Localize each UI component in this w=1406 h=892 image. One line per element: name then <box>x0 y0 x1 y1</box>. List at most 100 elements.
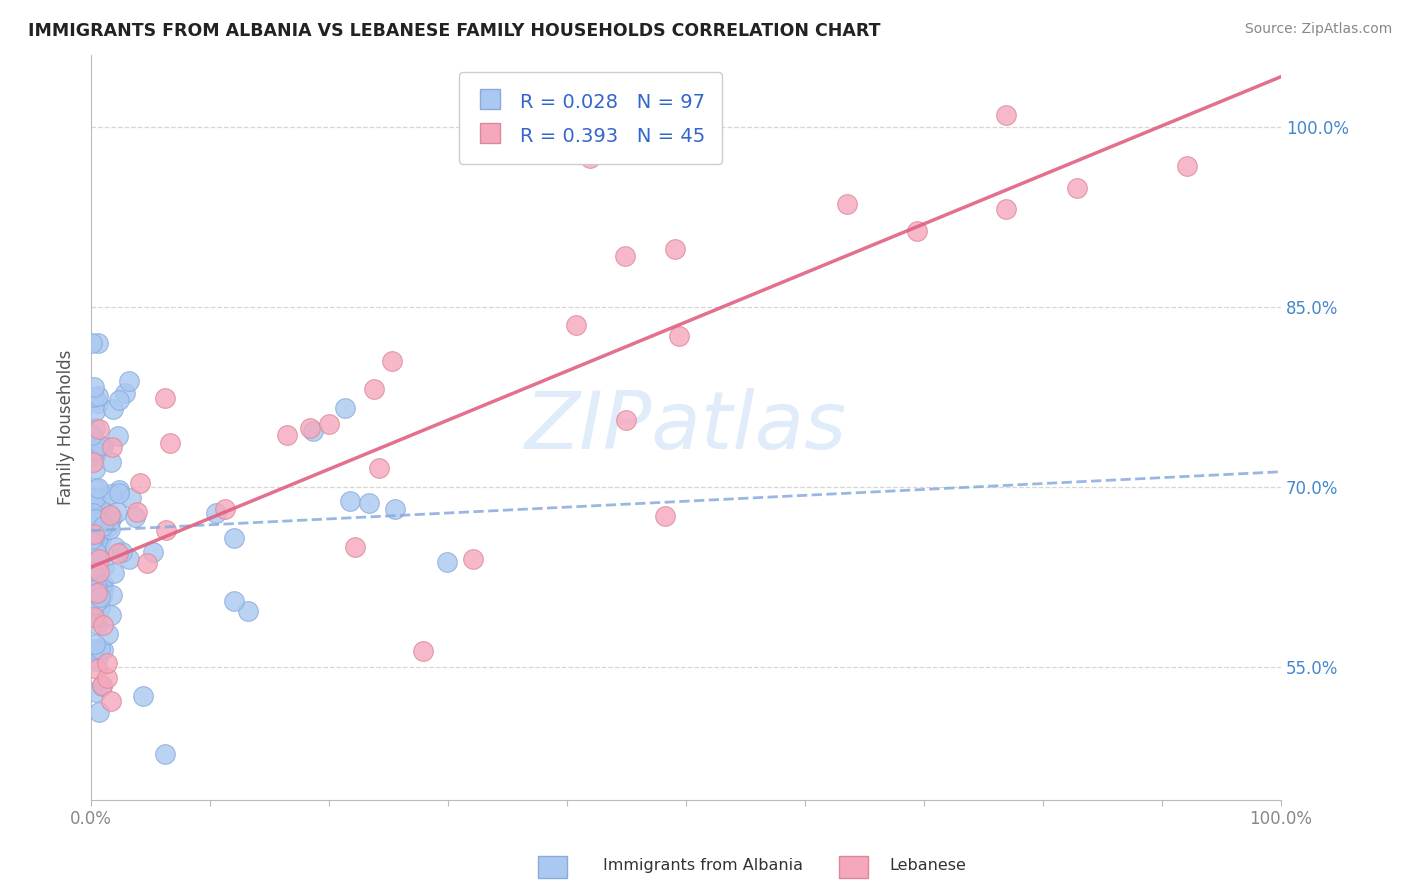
Point <box>83 449 105 463</box>
Point <box>654 508 676 523</box>
Text: ZIPatlas: ZIPatlas <box>524 388 848 467</box>
Point <box>83 391 105 405</box>
Point <box>89 491 111 506</box>
Point <box>91 589 114 603</box>
Point <box>111 545 134 559</box>
Point <box>83 516 105 530</box>
Point <box>91 643 114 657</box>
Point <box>104 540 127 554</box>
Point <box>98 508 121 523</box>
Point <box>86 597 108 611</box>
Point <box>93 505 115 519</box>
Point <box>357 496 380 510</box>
Point <box>87 582 110 596</box>
Point <box>276 427 298 442</box>
Point <box>93 439 115 453</box>
Point <box>86 662 108 676</box>
Point <box>127 505 149 519</box>
Point <box>436 555 458 569</box>
Point <box>299 421 322 435</box>
Point <box>98 519 121 533</box>
Point <box>84 491 107 505</box>
Point <box>103 566 125 580</box>
Point <box>82 455 104 469</box>
Point <box>83 532 105 546</box>
Point <box>86 540 108 554</box>
Point <box>89 590 111 604</box>
Point <box>995 108 1018 122</box>
Point <box>82 532 104 546</box>
Point <box>135 556 157 570</box>
Point <box>87 705 110 719</box>
Y-axis label: Family Households: Family Households <box>58 350 75 505</box>
Point <box>100 608 122 623</box>
Point <box>837 197 859 211</box>
Point <box>118 374 141 388</box>
Point <box>84 610 107 624</box>
Point <box>97 627 120 641</box>
Point <box>579 151 602 165</box>
Point <box>91 582 114 597</box>
Point <box>91 617 114 632</box>
Point <box>83 504 105 518</box>
Point <box>87 585 110 599</box>
Point <box>108 486 131 500</box>
Point <box>87 396 110 410</box>
Point <box>89 438 111 452</box>
Point <box>155 523 177 537</box>
Point <box>87 537 110 551</box>
Point <box>335 401 357 416</box>
Point <box>91 678 114 692</box>
Point <box>84 685 107 699</box>
Point <box>83 380 105 394</box>
Point <box>205 506 228 520</box>
Point <box>84 637 107 651</box>
Point <box>91 679 114 693</box>
Point <box>96 657 118 671</box>
Point <box>222 531 245 545</box>
Point <box>214 502 236 516</box>
Point <box>114 385 136 400</box>
Point <box>86 493 108 508</box>
Point <box>318 417 340 432</box>
Point <box>86 547 108 561</box>
Point <box>100 487 122 501</box>
Point <box>101 589 124 603</box>
Point <box>87 336 110 351</box>
Point <box>87 481 110 495</box>
Point <box>90 531 112 545</box>
Point <box>82 562 104 576</box>
Point <box>222 593 245 607</box>
Point <box>565 318 588 332</box>
Point <box>1066 180 1088 194</box>
Point <box>84 512 107 526</box>
Point <box>107 545 129 559</box>
Point <box>84 482 107 496</box>
Point <box>83 568 105 582</box>
Point <box>101 401 124 416</box>
Point <box>82 336 104 351</box>
Point <box>84 544 107 558</box>
Point <box>93 559 115 574</box>
Point <box>84 421 107 435</box>
Point <box>124 510 146 524</box>
Point <box>107 429 129 443</box>
Point <box>461 552 484 566</box>
Text: IMMIGRANTS FROM ALBANIA VS LEBANESE FAMILY HOUSEHOLDS CORRELATION CHART: IMMIGRANTS FROM ALBANIA VS LEBANESE FAMI… <box>28 22 880 40</box>
Point <box>664 242 686 256</box>
Legend: R = 0.028   N = 97, R = 0.393   N = 45: R = 0.028 N = 97, R = 0.393 N = 45 <box>460 72 723 164</box>
Point <box>100 694 122 708</box>
Point <box>100 522 122 536</box>
Point <box>101 510 124 524</box>
Point <box>83 462 105 476</box>
Point <box>89 552 111 566</box>
Point <box>381 354 404 368</box>
Point <box>155 747 177 761</box>
Point <box>344 541 367 555</box>
Point <box>82 491 104 505</box>
Point <box>159 436 181 450</box>
Point <box>1175 159 1198 173</box>
Point <box>367 461 389 475</box>
Point <box>100 455 122 469</box>
Point <box>83 496 105 510</box>
